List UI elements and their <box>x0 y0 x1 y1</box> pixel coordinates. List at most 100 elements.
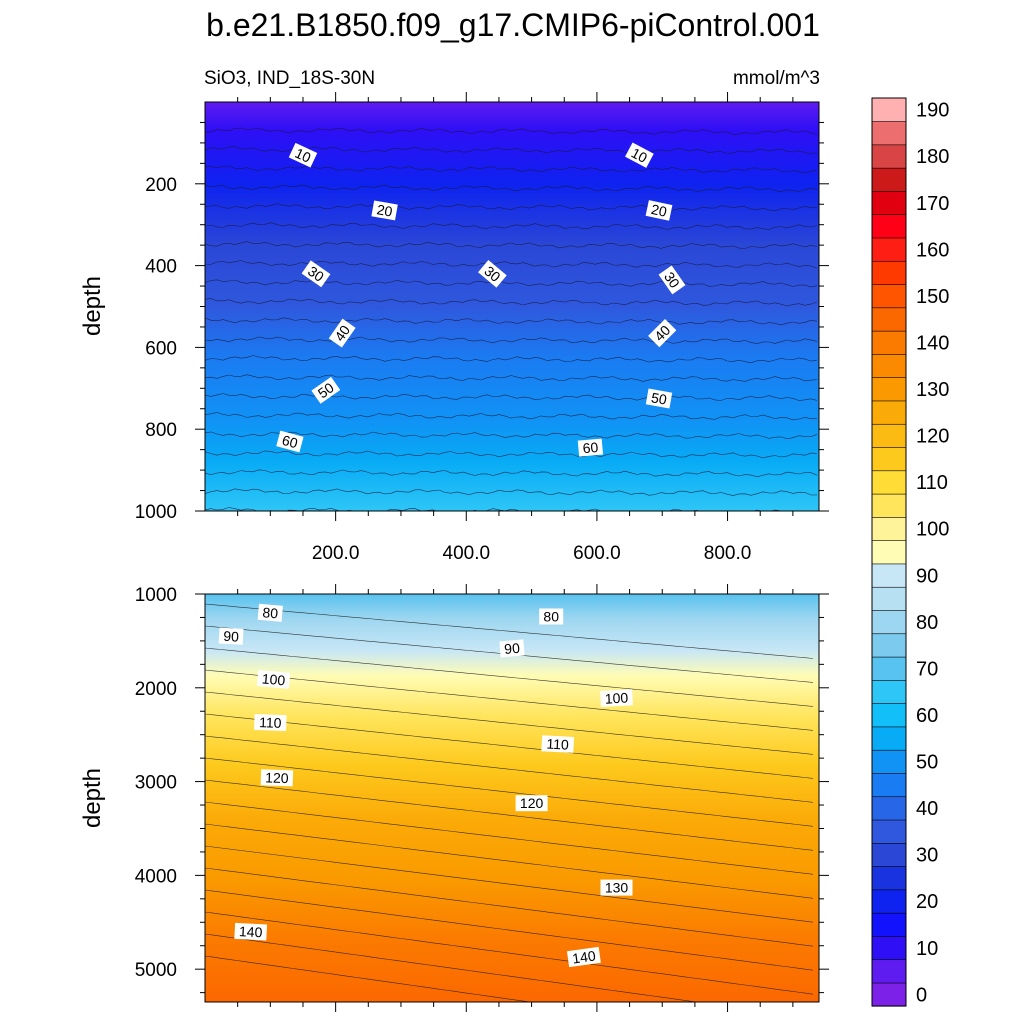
contour-label: 80 <box>539 608 564 625</box>
colorbar-swatch <box>871 609 907 635</box>
colorbar-swatch <box>871 982 907 1007</box>
colorbar-swatch <box>871 679 907 704</box>
colorbar-tick-label: 130 <box>916 379 949 401</box>
y-tick-label: 600 <box>145 338 177 359</box>
contour-line <box>205 933 699 1002</box>
colorbar-swatch <box>871 516 907 541</box>
contour-label: 30 <box>301 260 331 288</box>
contour-label-text: 20 <box>376 201 394 219</box>
contour-label: 100 <box>600 689 633 707</box>
contour-line <box>205 222 818 230</box>
contour-line <box>205 450 818 459</box>
colorbar-swatch <box>871 772 907 798</box>
contour-label-text: 140 <box>239 923 263 940</box>
lower-y-axis-title: depth <box>79 768 106 828</box>
contour-line <box>205 867 814 947</box>
x-tick-label: 600.0 <box>573 543 621 564</box>
x-tick-label: 800.0 <box>704 543 752 564</box>
chart-title: b.e21.B1850.f09_g17.CMIP6-piControl.001 <box>206 7 820 43</box>
contour-label: 40 <box>648 318 677 348</box>
colorbar-tick-label: 100 <box>916 519 949 541</box>
colorbar-swatch <box>871 377 907 402</box>
y-tick-label: 4000 <box>135 866 177 887</box>
contour-line <box>205 713 814 779</box>
y-tick-label: 400 <box>145 257 177 278</box>
colorbar-swatch <box>871 749 907 774</box>
y-tick-label: 1000 <box>135 585 177 606</box>
x-tick-label: 200.0 <box>312 543 360 564</box>
colorbar-tick-label: 0 <box>916 984 927 1006</box>
y-tick-label: 1000 <box>135 502 177 523</box>
colorbar-swatch <box>871 214 907 239</box>
colorbar-swatch <box>871 796 907 821</box>
contour-label-text: 100 <box>261 670 286 688</box>
contour-label-text: 90 <box>223 628 240 645</box>
contour-label: 90 <box>218 627 244 645</box>
colorbar-swatch <box>871 283 907 309</box>
contour-label-text: 130 <box>605 880 629 896</box>
upper-y-axis-title: depth <box>79 276 106 336</box>
colorbar-swatch <box>871 97 907 122</box>
colorbar-tick-label: 40 <box>916 798 938 820</box>
contour-line <box>205 336 818 345</box>
colorbar-tick-label: 50 <box>916 752 938 774</box>
contour-line <box>205 393 818 401</box>
colorbar-swatch <box>871 470 907 495</box>
contour-label: 130 <box>600 879 633 896</box>
contour-line <box>205 488 818 496</box>
colorbar-tick-label: 160 <box>916 239 949 261</box>
contour-label: 120 <box>515 795 548 812</box>
colorbar-swatch <box>871 912 907 937</box>
contour-label: 60 <box>276 430 304 453</box>
contour-label-text: 60 <box>582 439 599 456</box>
colorbar-swatch <box>871 493 907 518</box>
contour-label: 80 <box>257 603 283 622</box>
colorbar-swatch <box>871 144 907 169</box>
colorbar-swatch <box>871 819 907 844</box>
contour-line <box>205 374 818 382</box>
contour-line <box>205 735 814 803</box>
contour-label: 110 <box>254 713 287 732</box>
contour-label: 30 <box>658 265 686 295</box>
colorbar-tick-label: 80 <box>916 612 938 634</box>
colorbar-swatch <box>871 307 907 332</box>
y-tick-label: 200 <box>145 175 177 196</box>
contour-line <box>205 241 818 249</box>
contour-line <box>205 603 814 659</box>
colorbar-swatch <box>871 446 907 472</box>
contour-line <box>205 911 814 995</box>
contour-label-text: 80 <box>262 604 279 621</box>
colorbar-tick-label: 10 <box>916 938 938 960</box>
contour-label: 110 <box>541 735 575 753</box>
colorbar-swatch <box>871 866 907 891</box>
colorbar-tick-label: 20 <box>916 891 938 913</box>
colorbar-tick-label: 60 <box>916 705 938 727</box>
contour-line <box>205 889 814 971</box>
contour-line <box>205 317 818 326</box>
variable-region-label: SiO3, IND_18S-30N <box>204 68 375 89</box>
contour-label: 10 <box>288 142 318 168</box>
contour-line <box>205 823 814 899</box>
colorbar-swatch <box>871 656 907 681</box>
contour-line <box>205 779 814 851</box>
contour-label: 140 <box>234 922 268 941</box>
colorbar-swatch <box>871 842 907 867</box>
contour-line <box>205 412 818 421</box>
contour-label: 20 <box>645 200 673 221</box>
colorbar-swatch <box>871 633 907 658</box>
contour-line <box>205 845 814 923</box>
contour-label: 60 <box>577 438 604 457</box>
contour-label-text: 100 <box>604 689 628 706</box>
contour-line <box>205 801 814 875</box>
colorbar-swatch <box>871 260 907 285</box>
colorbar-tick-label: 110 <box>916 472 948 494</box>
colorbar-tick-label: 180 <box>916 146 949 168</box>
contour-label-text: 80 <box>543 609 559 625</box>
contour-label-text: 20 <box>650 201 669 220</box>
colorbar-swatch <box>871 190 907 216</box>
y-tick-label: 2000 <box>135 679 177 700</box>
contour-line <box>205 431 818 440</box>
colorbar-swatch <box>871 959 907 984</box>
contour-label: 120 <box>260 769 294 787</box>
